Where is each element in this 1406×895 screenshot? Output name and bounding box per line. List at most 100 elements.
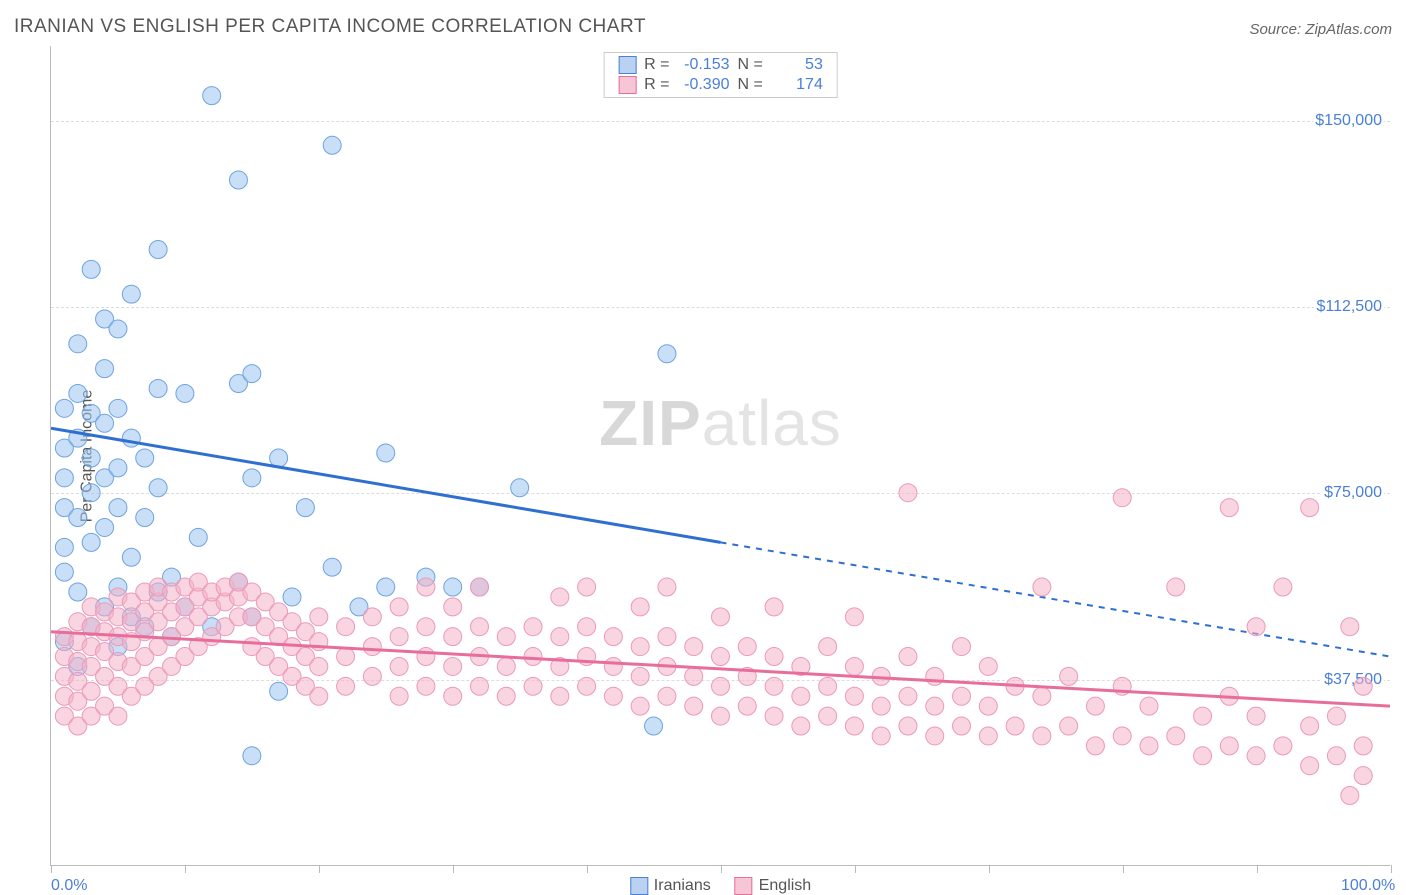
data-point-english (417, 578, 435, 596)
n-value: 53 (771, 56, 823, 74)
data-point-iranians (69, 335, 87, 353)
data-point-english (1220, 499, 1238, 517)
data-point-iranians (283, 588, 301, 606)
data-point-english (765, 677, 783, 695)
data-point-english (845, 657, 863, 675)
data-point-iranians (176, 384, 194, 402)
data-point-english (979, 697, 997, 715)
data-point-english (604, 687, 622, 705)
x-tick (587, 865, 588, 873)
data-point-english (765, 598, 783, 616)
data-point-english (1113, 727, 1131, 745)
data-point-english (337, 648, 355, 666)
data-point-english (1247, 618, 1265, 636)
data-point-english (1341, 618, 1359, 636)
data-point-english (1060, 717, 1078, 735)
data-point-english (792, 717, 810, 735)
data-point-english (712, 677, 730, 695)
data-point-english (310, 687, 328, 705)
data-point-english (1220, 737, 1238, 755)
x-tick (185, 865, 186, 873)
data-point-english (1301, 757, 1319, 775)
data-point-english (631, 697, 649, 715)
data-point-english (444, 687, 462, 705)
legend-series: IraniansEnglish (630, 877, 811, 895)
data-point-english (417, 677, 435, 695)
data-point-english (712, 707, 730, 725)
data-point-english (685, 697, 703, 715)
scatter-svg (51, 46, 1390, 865)
data-point-iranians (109, 499, 127, 517)
data-point-english (845, 717, 863, 735)
data-point-english (685, 638, 703, 656)
data-point-english (109, 707, 127, 725)
legend-stats-row: R = -0.390 N = 174 (604, 75, 837, 95)
data-point-english (363, 667, 381, 685)
data-point-iranians (323, 558, 341, 576)
data-point-english (1113, 489, 1131, 507)
chart-source: Source: ZipAtlas.com (1249, 21, 1392, 38)
x-tick-label: 0.0% (51, 877, 87, 895)
data-point-iranians (69, 384, 87, 402)
data-point-english (1341, 787, 1359, 805)
data-point-english (792, 687, 810, 705)
data-point-english (926, 727, 944, 745)
x-tick (855, 865, 856, 873)
data-point-iranians (270, 449, 288, 467)
data-point-english (1327, 707, 1345, 725)
trendline-dashed-iranians (721, 542, 1391, 656)
data-point-iranians (96, 360, 114, 378)
data-point-english (524, 677, 542, 695)
data-point-english (631, 667, 649, 685)
data-point-english (1167, 578, 1185, 596)
data-point-iranians (122, 285, 140, 303)
data-point-iranians (444, 578, 462, 596)
data-point-english (738, 697, 756, 715)
data-point-iranians (136, 509, 154, 527)
data-point-iranians (109, 320, 127, 338)
data-point-iranians (69, 583, 87, 601)
data-point-english (417, 618, 435, 636)
chart-header: IRANIAN VS ENGLISH PER CAPITA INCOME COR… (10, 10, 1396, 46)
data-point-iranians (149, 241, 167, 259)
data-point-english (926, 697, 944, 715)
data-point-english (1354, 737, 1372, 755)
data-point-iranians (55, 399, 73, 417)
legend-swatch (630, 877, 648, 895)
legend-swatch (735, 877, 753, 895)
x-tick (721, 865, 722, 873)
data-point-english (390, 687, 408, 705)
data-point-iranians (229, 171, 247, 189)
data-point-english (1033, 687, 1051, 705)
legend-swatch (618, 76, 636, 94)
data-point-english (363, 638, 381, 656)
data-point-english (82, 682, 100, 700)
data-point-english (845, 687, 863, 705)
data-point-iranians (243, 365, 261, 383)
data-point-iranians (109, 459, 127, 477)
data-point-english (390, 628, 408, 646)
data-point-english (417, 648, 435, 666)
r-value: -0.153 (678, 56, 730, 74)
x-tick-label: 100.0% (1341, 877, 1395, 895)
data-point-iranians (82, 260, 100, 278)
r-value: -0.390 (678, 76, 730, 94)
legend-stats-row: R = -0.153 N = 53 (604, 55, 837, 75)
data-point-iranians (136, 449, 154, 467)
data-point-english (310, 608, 328, 626)
data-point-english (899, 717, 917, 735)
data-point-iranians (82, 484, 100, 502)
legend-series-item: English (735, 877, 811, 895)
data-point-english (1140, 737, 1158, 755)
data-point-iranians (377, 444, 395, 462)
x-tick (319, 865, 320, 873)
data-point-english (712, 648, 730, 666)
data-point-english (604, 628, 622, 646)
data-point-english (631, 638, 649, 656)
data-point-english (444, 628, 462, 646)
data-point-english (1274, 737, 1292, 755)
x-tick (1123, 865, 1124, 873)
data-point-iranians (243, 469, 261, 487)
data-point-english (738, 638, 756, 656)
data-point-english (1301, 499, 1319, 517)
